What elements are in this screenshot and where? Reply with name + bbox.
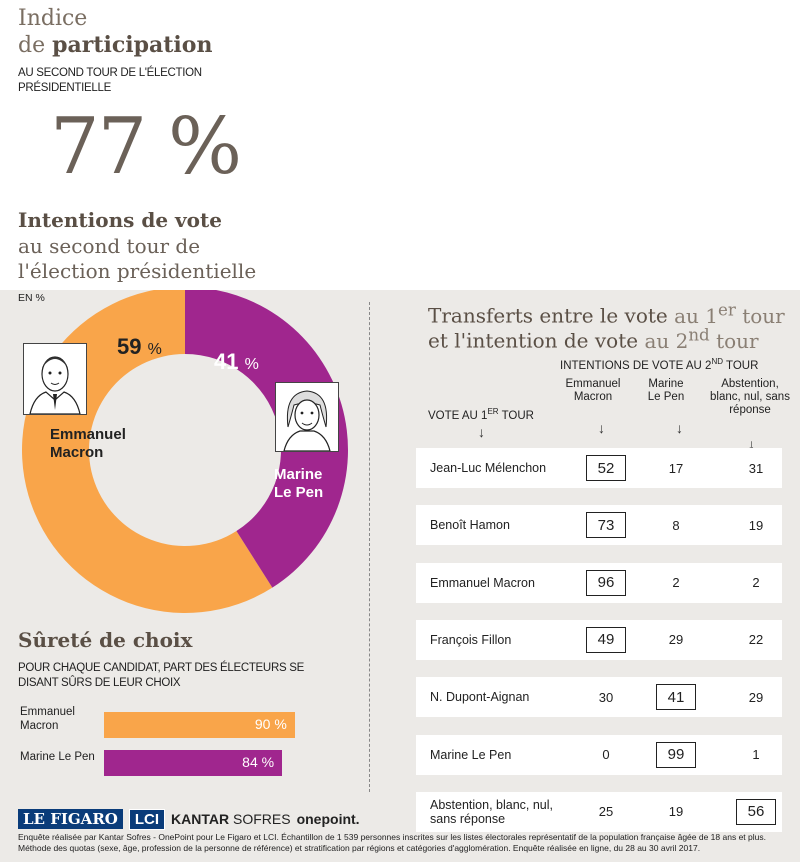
bar-lepen: 84 %: [104, 750, 283, 776]
table-cell: 29: [668, 632, 684, 648]
table-cell: 1: [752, 747, 760, 762]
table-row: François Fillon 49 29 22: [416, 619, 782, 660]
panel-divider: [369, 302, 370, 792]
table-cell: 56: [736, 798, 776, 825]
arrow-down-icon: ↓: [748, 436, 755, 452]
surete-bars: 90 % 84 %: [104, 712, 339, 780]
col-header-macron: Emmanuel Macron: [565, 378, 621, 403]
macron-face-icon: [29, 356, 81, 415]
participation-title-line2: de participation: [18, 32, 212, 58]
transferts-title-b: au 1er tour: [674, 300, 785, 328]
row-label: N. Dupont-Aignan: [430, 690, 530, 705]
bar-value-lepen: 84 %: [242, 754, 275, 770]
table-row: Abstention, blanc, nul, sans réponse 25 19…: [416, 791, 782, 832]
row-label: Jean-Luc Mélenchon: [430, 461, 547, 475]
lepen-face-icon: [283, 390, 331, 452]
kantar-logo: KANTAR SOFRES: [171, 811, 291, 827]
table-cell: 22: [748, 632, 764, 648]
table-cell: 73: [586, 512, 626, 539]
transferts-title-line2: et l'intention de vote au 2nd tour: [428, 325, 759, 353]
table-cell: 0: [602, 747, 610, 762]
table-cell: 29: [748, 689, 764, 705]
transferts-title-e: au 2nd tour: [644, 325, 759, 353]
arrow-down-icon: ↓: [478, 424, 485, 440]
column-group-header: INTENTIONS DE VOTE AU 2ND TOUR: [560, 357, 759, 372]
row-label: Marine Le Pen: [430, 747, 512, 762]
table-cell: 96: [586, 569, 626, 596]
macron-percent-sign: %: [147, 341, 162, 358]
transferts-title-a: Transferts entre le vote: [428, 303, 668, 328]
bar-macron: 90 %: [104, 712, 295, 738]
lepen-name: Marine Le Pen: [274, 466, 324, 501]
lepen-percent-value: 41: [214, 349, 239, 374]
bar-label-macron: Emmanuel Macron: [20, 706, 75, 732]
participation-title-line1: Indice: [18, 6, 88, 31]
macron-percent: 59 %: [117, 334, 162, 360]
table-row: N. Dupont-Aignan 30 41 29: [416, 677, 782, 718]
table-row: Jean-Luc Mélenchon 52 17 31: [416, 448, 782, 488]
surete-subtitle: POUR CHAQUE CANDIDAT, PART DES ÉLECTEURS…: [18, 662, 304, 689]
macron-percent-value: 59: [117, 334, 142, 359]
table-cell: 49: [586, 626, 626, 653]
arrow-down-icon: ↓: [598, 420, 605, 436]
table-row: Marine Le Pen 0 99 1: [416, 734, 782, 775]
lepen-percent: 41 %: [214, 349, 259, 375]
row-label: Benoît Hamon: [430, 518, 510, 533]
table-cell: 17: [668, 460, 684, 476]
table-cell: 30: [598, 689, 614, 705]
intentions-title-line2: au second tour de: [18, 234, 201, 258]
logos: LE FIGARO LCI KANTAR SOFRES onepoint.: [18, 808, 360, 830]
participation-value: 77 %: [50, 102, 242, 192]
row-label: Abstention, blanc, nul, sans réponse: [430, 797, 553, 826]
table-cell: 25: [598, 804, 614, 820]
table-row: Emmanuel Macron 96 2 2: [416, 562, 782, 603]
row-label: Emmanuel Macron: [430, 575, 535, 590]
arrow-down-icon: ↓: [676, 420, 683, 436]
participation-title-plain: de: [18, 33, 46, 58]
surete-title: Sûreté de choix: [18, 628, 193, 652]
macron-portrait: [23, 343, 87, 415]
intentions-title-line1: Intentions de vote: [18, 208, 222, 232]
row-group-header: VOTE AU 1ER TOUR: [428, 407, 534, 422]
bar-value-macron: 90 %: [254, 716, 287, 732]
bar-label-lepen: Marine Le Pen: [20, 751, 95, 763]
participation-title-bold: participation: [52, 32, 213, 58]
col-header-lepen: Marine Le Pen: [647, 378, 685, 403]
onepoint-logo: onepoint.: [296, 811, 360, 827]
lci-logo: LCI: [128, 808, 166, 830]
table-cell: 19: [748, 517, 764, 533]
table-cell: 2: [752, 575, 760, 591]
table-cell: 41: [656, 684, 696, 711]
table-cell: 2: [672, 575, 680, 591]
table-row: Benoît Hamon 73 8 19: [416, 505, 782, 546]
table-cell: 19: [668, 804, 684, 820]
unit-label: EN %: [18, 292, 45, 304]
donut-slice-lepen: [185, 290, 348, 588]
table-cell: 52: [586, 455, 626, 481]
intentions-title-line3: l'élection présidentielle: [18, 259, 257, 283]
transferts-title-d: et l'intention de vote: [428, 328, 639, 353]
row-label: François Fillon: [430, 632, 512, 647]
col-header-abstention: Abstention, blanc, nul, sans réponse: [710, 378, 790, 416]
lepen-percent-sign: %: [244, 356, 259, 373]
macron-name: Emmanuel Macron: [50, 426, 126, 461]
methodology-note: Enquête réalisée par Kantar Sofres - One…: [18, 832, 766, 853]
table-cell: 8: [672, 517, 680, 533]
lepen-portrait: [275, 382, 339, 452]
participation-subtitle: AU SECOND TOUR DE L'ÉLECTION PRÉSIDENTIE…: [18, 67, 202, 94]
transferts-title-line1: Transferts entre le vote au 1er tour: [428, 300, 785, 328]
figaro-logo: LE FIGARO: [18, 809, 123, 829]
table-cell: 99: [656, 741, 696, 768]
table-cell: 31: [748, 460, 764, 476]
